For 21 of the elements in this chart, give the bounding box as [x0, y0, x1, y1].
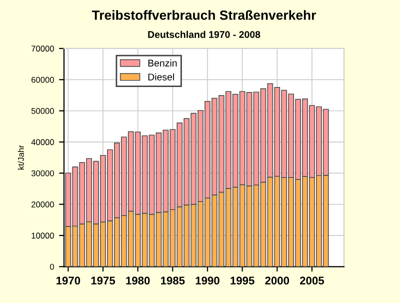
y-tick-label: 0 [50, 264, 54, 270]
y-tick-label: 20000 [32, 202, 54, 208]
y-axis-title: kt/Jahr [18, 145, 24, 170]
legend-label: Benzin [148, 59, 177, 67]
x-tick-label: 1980 [126, 276, 150, 285]
y-tick-label: 60000 [32, 76, 54, 83]
y-tick-label: 70000 [32, 46, 54, 52]
legend-label: Diesel [148, 73, 174, 80]
x-tick-label: 1970 [56, 276, 80, 285]
y-tick-label: 40000 [31, 139, 54, 146]
x-tick-label: 1975 [91, 276, 116, 285]
chart-title: Treibstoffverbrauch Straßenverkehr [92, 10, 316, 20]
x-tick-label: 2000 [265, 276, 290, 285]
y-tick-label: 30000 [31, 170, 54, 176]
x-tick-label: 1990 [196, 276, 220, 285]
y-tick-label: 10000 [32, 232, 54, 239]
y-tick-label: 50000 [31, 108, 54, 114]
x-tick-label: 1995 [230, 276, 254, 285]
chart-subtitle: Deutschland 1970 - 2008 [148, 30, 260, 38]
x-tick-label: 2005 [300, 276, 324, 285]
x-tick-label: 1985 [161, 276, 185, 285]
